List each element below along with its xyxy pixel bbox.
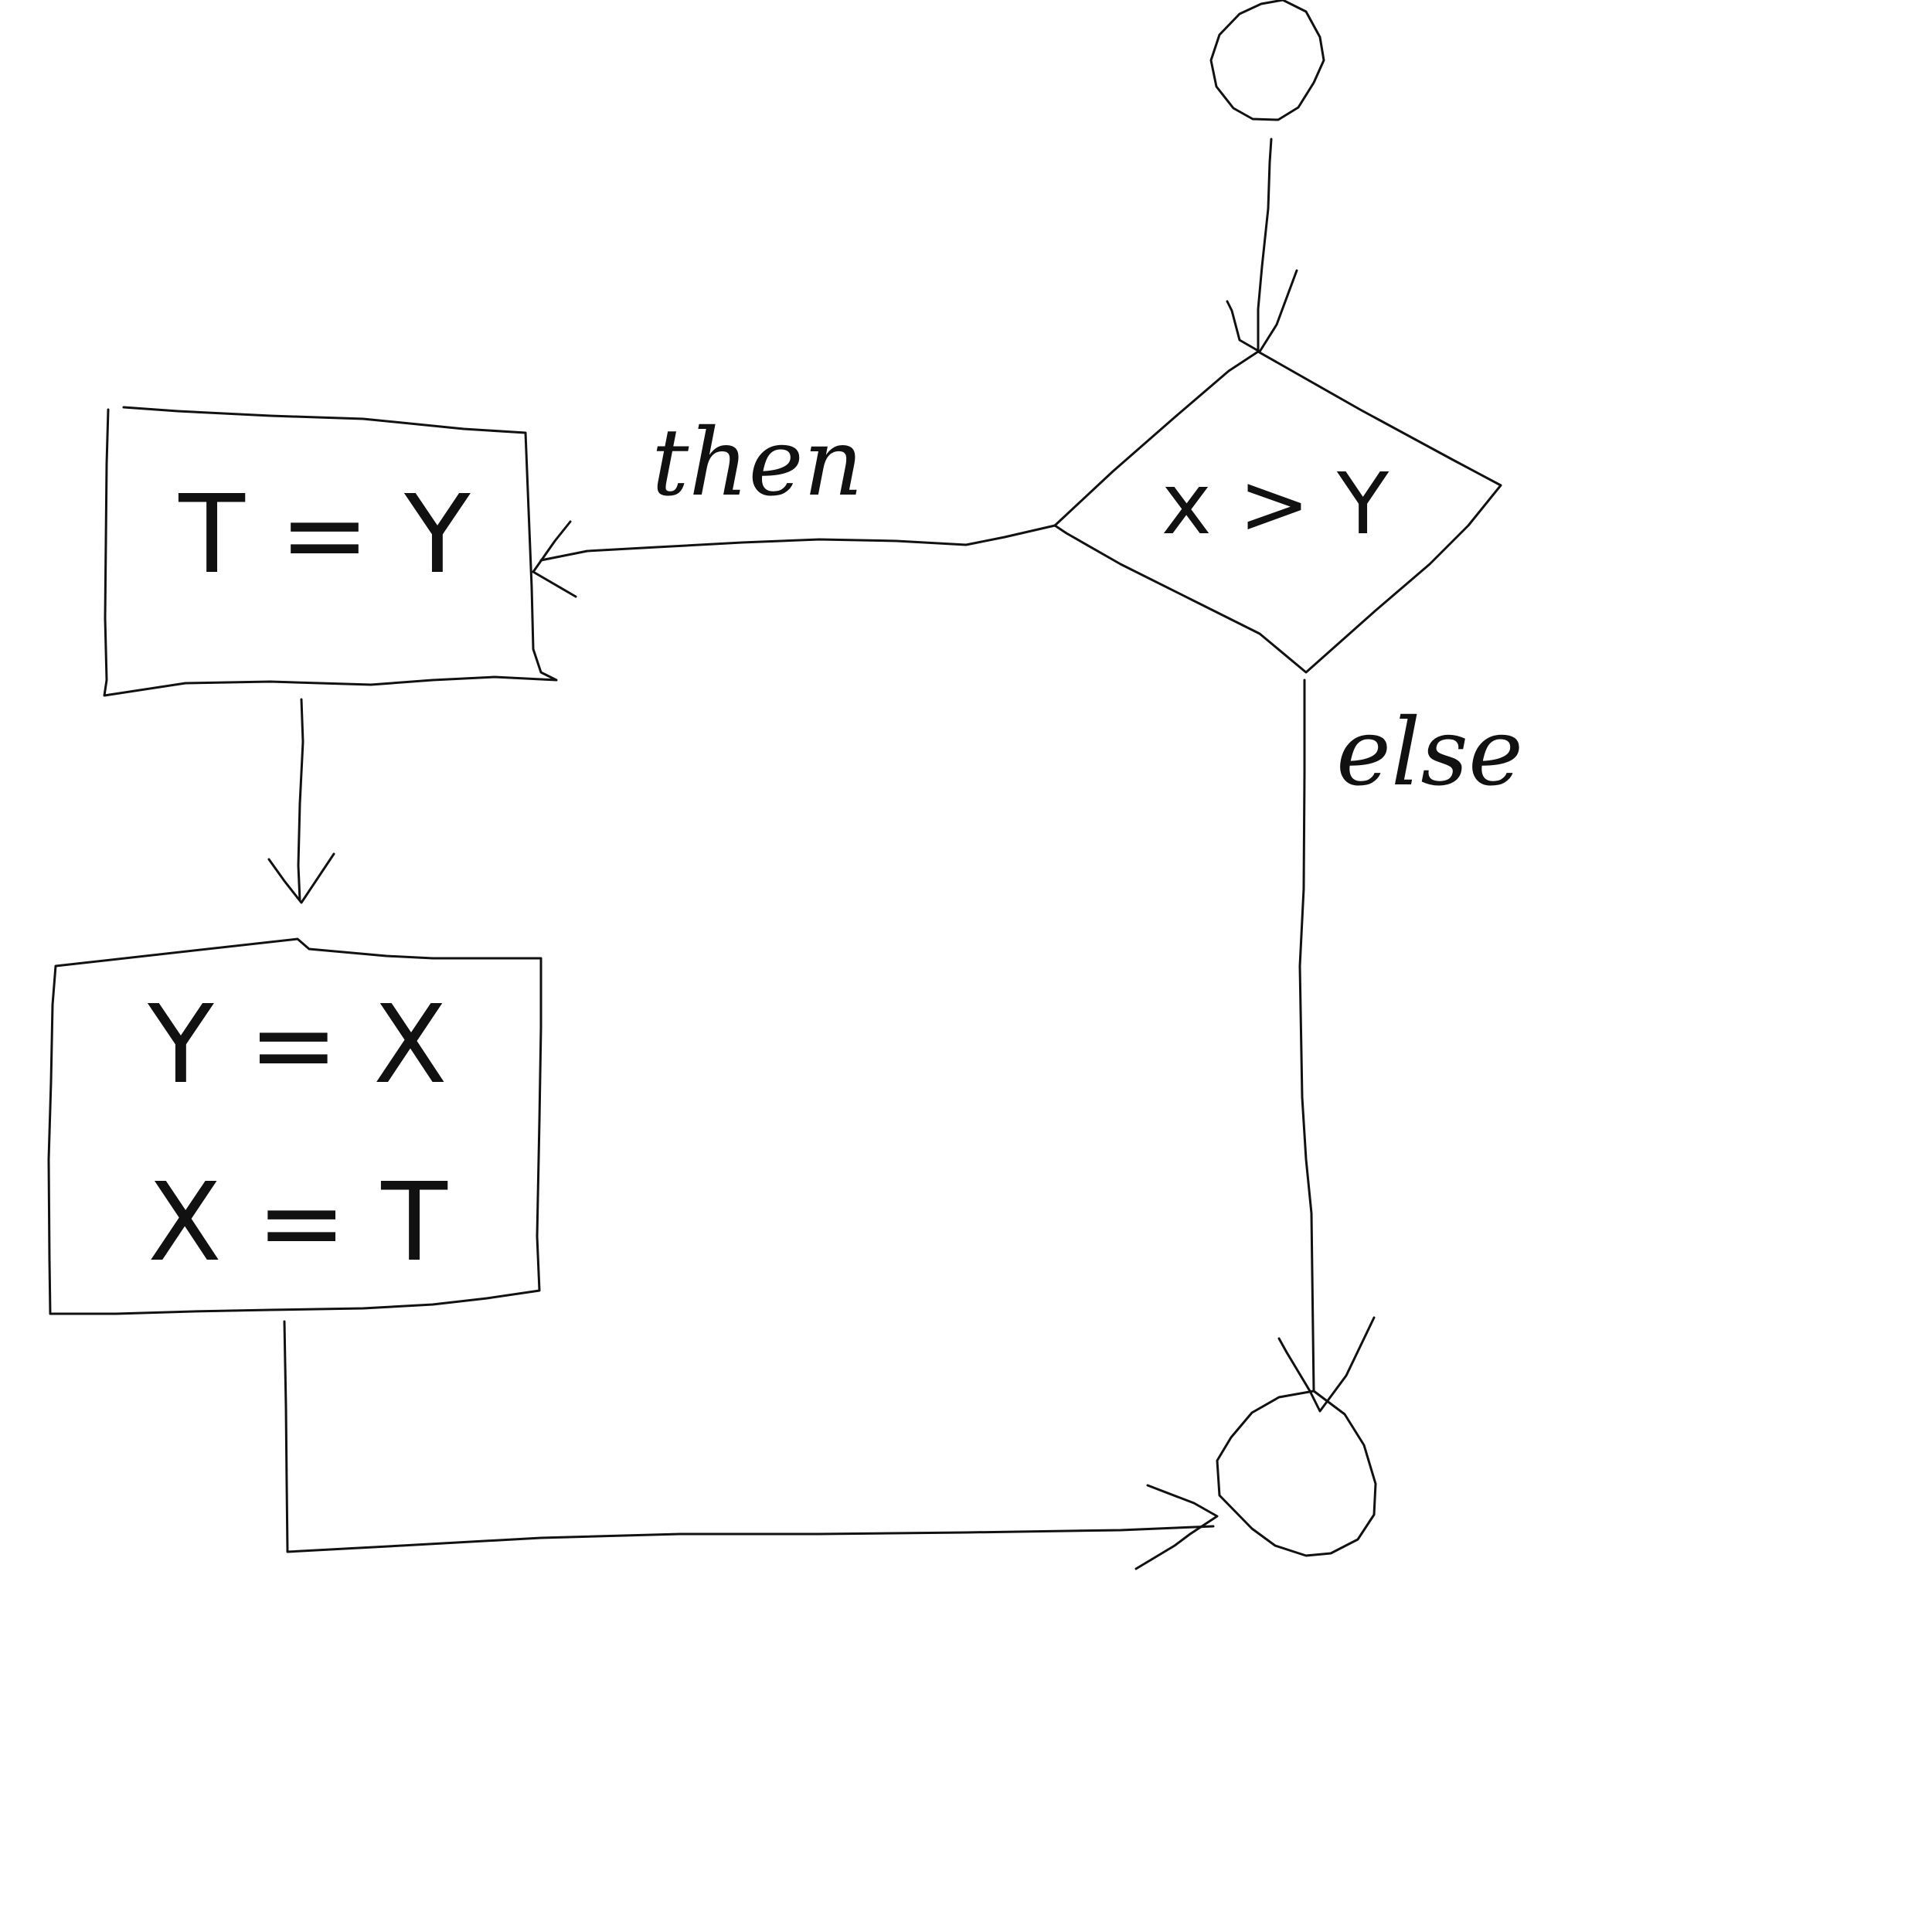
swap-temp-label: T = Y [178,472,471,598]
edge-assign-to-end [283,1320,1219,1570]
edge-decision-to-temp: then [532,410,1056,598]
arrowhead [532,520,577,598]
edge-start-to-decision [1226,138,1298,353]
swap-assign-node: Y = X X = T [47,937,543,1315]
edge-label-else: else [1336,699,1523,807]
arrowhead [1134,1484,1219,1570]
arrowhead [1226,269,1298,353]
edge-temp-to-assign [267,698,335,904]
start-node [1209,0,1325,121]
end-node [1216,1389,1377,1557]
arrowhead [1277,1316,1376,1413]
swap-temp-node: T = Y [103,406,558,697]
arrowhead [267,852,335,904]
decision-node: x > Y [1053,350,1502,674]
swap-assign-line-2: X = T [148,1160,447,1286]
edge-label-then: then [651,410,863,517]
swap-assign-line-1: Y = X [147,982,447,1108]
edge-decision-to-end: else [1277,679,1523,1413]
decision-label: x > Y [1162,454,1389,553]
